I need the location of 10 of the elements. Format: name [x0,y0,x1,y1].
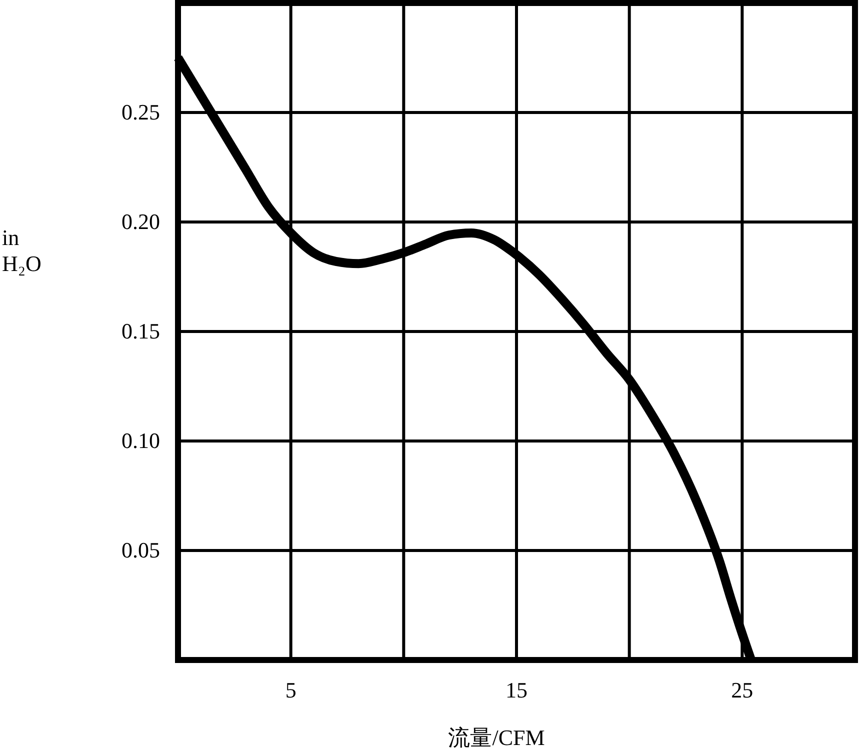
y-tick-label: 0.05 [122,538,160,563]
y-tick-label: 0.10 [122,428,160,454]
y-axis-title: in H₂O [2,225,42,276]
x-tick-label: 5 [285,678,296,703]
y-tick-label: 0.20 [122,209,160,234]
x-tick-label: 15 [506,678,528,703]
x-tick-label: 25 [731,678,754,703]
y-tick-label: 0.25 [122,100,160,125]
x-axis-title: 流量/CFM [448,725,545,750]
y-tick-label: 0.15 [122,318,160,344]
